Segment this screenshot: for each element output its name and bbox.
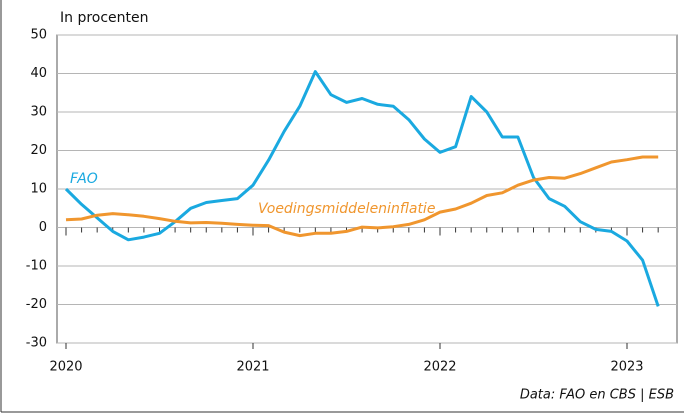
series-label: FAO <box>70 171 98 187</box>
y-tick-label: -30 <box>26 336 47 351</box>
y-tick-label: 20 <box>30 143 47 158</box>
x-tick-label: 2023 <box>610 360 643 375</box>
y-tick-label: 40 <box>30 66 47 81</box>
x-tick-label: 2022 <box>423 360 456 375</box>
line-series <box>65 155 659 238</box>
y-tick-label: -10 <box>26 259 47 274</box>
x-tick-label: 2020 <box>49 360 82 375</box>
series-label: Voedingsmiddeleninflatie <box>258 201 435 217</box>
y-axis-label: In procenten <box>60 10 149 26</box>
line-series <box>64 70 660 307</box>
y-tick-label: 30 <box>30 105 47 120</box>
y-tick-label: 50 <box>30 28 47 43</box>
y-tick-label: 10 <box>30 182 47 197</box>
y-tick-label: 0 <box>39 220 47 235</box>
x-tick-label: 2021 <box>236 360 269 375</box>
y-tick-label: -20 <box>26 297 47 312</box>
source: Data: FAO en CBS | ESB <box>520 388 674 403</box>
